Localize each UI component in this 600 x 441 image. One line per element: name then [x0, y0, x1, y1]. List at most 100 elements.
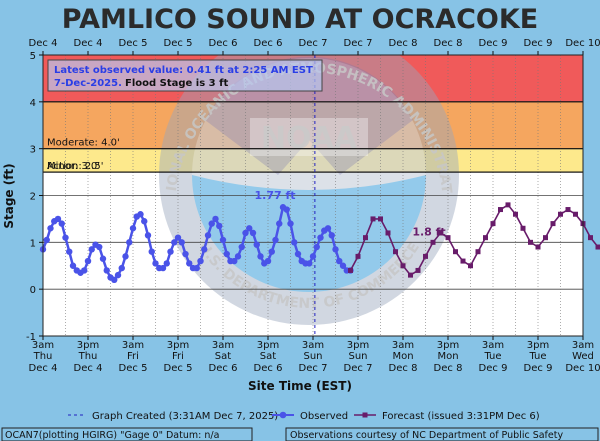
forecast-point — [505, 202, 511, 208]
observed-point — [137, 211, 144, 218]
forecast-point — [565, 207, 571, 213]
latest-observation-box: Latest observed value: 0.41 ft at 2:25 A… — [47, 59, 323, 92]
legend-forecast-label: Forecast (issued 3:31PM Dec 6) — [382, 411, 540, 422]
observed-point — [84, 257, 92, 265]
observed-point — [328, 232, 335, 239]
forecast-peak-label: 1.8 ft — [412, 225, 445, 238]
y-tick-label: 2 — [30, 192, 36, 203]
observed-point — [231, 257, 238, 265]
bottom-tick-time: 3am — [302, 340, 324, 351]
forecast-point — [573, 211, 578, 217]
series-layer: 1.77 ft 1.8 ft — [39, 189, 600, 283]
observed-point — [163, 260, 170, 267]
forecast-point — [430, 239, 436, 245]
forecast-point — [483, 235, 488, 241]
bottom-tick-day: Wed — [572, 351, 594, 362]
observed-point — [287, 220, 294, 227]
bottom-tick-date: Dec 7 — [344, 363, 373, 374]
observed-point — [182, 250, 189, 258]
observed-point — [62, 234, 69, 241]
noaa-logo-text: NOAA — [261, 121, 358, 156]
bottom-tick-time: 3pm — [527, 340, 549, 351]
bottom-tick-date: Dec 6 — [254, 363, 283, 374]
observed-peak-label: 1.77 ft — [254, 189, 295, 202]
top-tick-label: Dec 4 — [29, 38, 58, 49]
bottom-tick-time: 3am — [212, 340, 234, 351]
forecast-point — [453, 249, 458, 255]
observed-point — [148, 248, 155, 255]
observed-point — [118, 264, 125, 272]
footer-datum-text: OCAN7(plotting HGIRG) "Gage 0" Datum: n/… — [5, 430, 219, 441]
y-tick-label: 5 — [30, 51, 36, 62]
footer-credit-text: Observations courtesy of NC Department o… — [290, 430, 563, 441]
bottom-tick-day: Sun — [303, 351, 322, 362]
bottom-tick-time: 3am — [32, 340, 54, 351]
forecast-point — [513, 211, 518, 217]
forecast-point — [363, 235, 368, 241]
latest-observed-date: 7-Dec-2025. — [54, 78, 122, 89]
bottom-tick-time: 3am — [572, 340, 594, 351]
top-tick-label: Dec 7 — [299, 38, 328, 49]
observed-point — [81, 267, 88, 274]
observed-point — [242, 229, 249, 237]
forecast-point — [408, 272, 413, 278]
observed-point — [272, 236, 279, 244]
forecast-point — [415, 267, 421, 273]
y-tick-label: 4 — [30, 98, 36, 109]
chart-title: PAMLICO SOUND AT OCRACOKE — [62, 4, 538, 35]
forecast-point — [535, 244, 541, 250]
bottom-tick-day: Thu — [33, 351, 53, 362]
forecast-point — [423, 253, 428, 259]
bottom-tick-date: Dec 7 — [299, 363, 328, 374]
bottom-tick-day: Tue — [528, 351, 546, 362]
top-tick-label: Dec 7 — [344, 38, 373, 49]
observed-point — [332, 246, 339, 253]
forecast-point — [475, 249, 481, 255]
observed-point — [159, 264, 167, 272]
observed-point — [47, 225, 54, 232]
bottom-tick-day: Sat — [215, 351, 231, 362]
observed-point — [167, 248, 174, 255]
bottom-tick-time: 3pm — [167, 340, 189, 351]
top-tick-label: Dec 8 — [389, 38, 418, 49]
top-tick-label: Dec 9 — [524, 38, 553, 49]
x-axis-label: Site Time (EST) — [248, 379, 352, 393]
y-axis-label: Stage (ft) — [2, 163, 16, 228]
observed-point — [126, 239, 133, 246]
observed-point — [204, 232, 212, 239]
observed-point — [193, 264, 200, 272]
observed-point — [339, 262, 347, 269]
footer-credit: Observations courtesy of NC Department o… — [285, 427, 599, 441]
legend-observed-marker — [279, 411, 287, 419]
bottom-tick-day: Mon — [437, 351, 458, 362]
observed-point — [291, 239, 298, 246]
observed-point — [257, 253, 264, 260]
band-label-action: Action: 2.5' — [47, 161, 104, 172]
forecast-point — [460, 258, 466, 264]
observed-point — [336, 257, 343, 265]
forecast-point — [348, 267, 353, 273]
bottom-tick-day: Tue — [483, 351, 501, 362]
observed-point — [219, 236, 227, 244]
bottom-tick-time: 3pm — [437, 340, 459, 351]
y-tick-label: 3 — [30, 145, 36, 156]
observed-point — [294, 250, 302, 258]
forecast-point — [370, 216, 376, 222]
observed-point — [234, 253, 242, 260]
observed-point — [96, 243, 103, 251]
legend-forecast-marker — [362, 412, 368, 418]
bottom-tick-day: Thu — [78, 351, 98, 362]
top-tick-label: Dec 9 — [479, 38, 508, 49]
top-axis-ticks: Dec 4 Dec 4 Dec 5 Dec 5 Dec 6 Dec 6 Dec 7 Dec 7… — [29, 38, 600, 55]
forecast-point — [550, 221, 556, 227]
bottom-tick-day: Sat — [260, 351, 276, 362]
y-tick-label: 1 — [30, 238, 36, 249]
observed-point — [264, 257, 272, 265]
band-label-moderate: Moderate: 4.0' — [47, 138, 120, 149]
bottom-tick-day: Sun — [348, 351, 367, 362]
observed-point — [317, 234, 324, 241]
observed-point — [186, 260, 193, 267]
bottom-tick-time: 3am — [122, 340, 144, 351]
